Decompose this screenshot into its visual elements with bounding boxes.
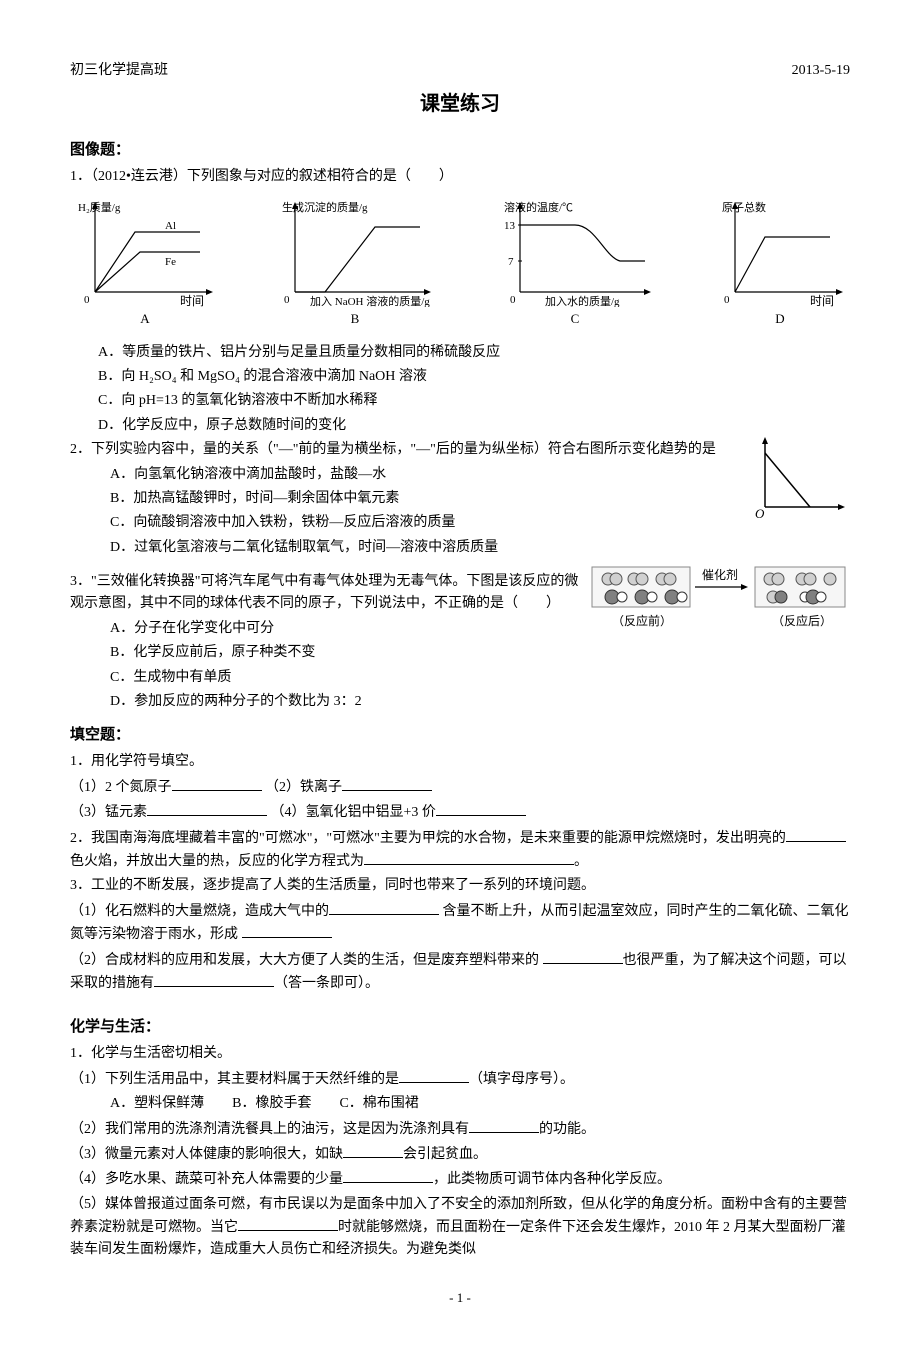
q3-reaction-diagram: （反应前） 催化剂 （反应后）	[590, 563, 850, 641]
chart-D: 原子总数 0 时间 D	[710, 197, 850, 330]
blank	[238, 1216, 338, 1231]
f1-1: （1）2 个氮原子	[70, 780, 172, 795]
f3-2a: （2）合成材料的应用和发展，大大方便了人类的生活，但是废弃塑料带来的	[70, 953, 543, 968]
l1-1: （1）下列生活用品中，其主要材料属于天然纤维的是 （填字母序号）。	[70, 1068, 850, 1091]
header-right: 2013-5-19	[792, 60, 850, 82]
f3-1a: （1）化石燃料的大量燃烧，造成大气中的	[70, 904, 329, 919]
charts-row: H₂质量/g Al Fe 0 时间 A 生成沉淀的质量/g 0 加入 NaOH …	[70, 197, 850, 330]
section-fill-title: 填空题：	[70, 723, 850, 747]
svg-text:原子总数: 原子总数	[722, 200, 766, 214]
svg-text:时间: 时间	[180, 294, 204, 307]
svg-text:时间: 时间	[810, 294, 834, 307]
q1-opt-B: B．向 H₂SO₄ 和 MgSO₄ 的混合溶液中滴加 NaOH 溶液	[70, 366, 850, 388]
q3-opt-C: C．生成物中有单质	[70, 667, 850, 689]
q2-opt-C: C．向硫酸铜溶液中加入铁粉，铁粉—反应后溶液的质量	[70, 512, 850, 534]
section-life-title: 化学与生活：	[70, 1015, 850, 1039]
l1-1-opts: A．塑料保鲜薄 B．橡胶手套 C．棉布围裙	[70, 1093, 850, 1115]
f1-stem: 1．用化学符号填空。	[70, 751, 850, 773]
chart-A: H₂质量/g Al Fe 0 时间 A	[70, 197, 220, 330]
svg-text:H₂质量/g: H₂质量/g	[78, 201, 121, 214]
svg-text:O: O	[755, 506, 765, 520]
f1-2: （2）铁离子	[265, 780, 342, 795]
f2-mid: 色火焰，并放出大量的热，反应的化学方程式为	[70, 854, 364, 869]
f1-4: （4）氢氧化铝中铝显+3 价	[271, 805, 436, 820]
svg-text:生成沉淀的质量/g: 生成沉淀的质量/g	[282, 200, 368, 214]
l1-4a: （4）多吃水果、蔬菜可补充人体需要的少量	[70, 1172, 343, 1187]
l1-3: （3）微量元素对人体健康的影响很大，如缺 会引起贫血。	[70, 1143, 850, 1166]
l1-3a: （3）微量元素对人体健康的影响很大，如缺	[70, 1147, 343, 1162]
svg-text:Fe: Fe	[165, 256, 176, 268]
f2-a: 2．我国南海海底埋藏着丰富的"可燃冰"，"可燃冰"主要为甲烷的水合物，是未来重要…	[70, 831, 786, 846]
section-graph-title: 图像题：	[70, 138, 850, 162]
blank	[343, 1168, 433, 1183]
page-number: - 1 -	[70, 1288, 850, 1309]
f1-3: （3）锰元素	[70, 805, 147, 820]
blank	[329, 900, 439, 915]
f1-line2: （3）锰元素 （4）氢氧化铝中铝显+3 价	[70, 801, 850, 824]
l1-5: （5）媒体曾报道过面条可燃，有市民误以为是面条中加入了不安全的添加剂所致，但从化…	[70, 1194, 850, 1262]
f3-stem: 3．工业的不断发展，逐步提高了人类的生活质量，同时也带来了一系列的环境问题。	[70, 875, 850, 897]
chart-A-letter: A	[70, 309, 220, 330]
blank	[786, 827, 846, 842]
svg-text:（反应前）: （反应前）	[612, 613, 672, 628]
blank	[342, 776, 432, 791]
blank	[399, 1068, 469, 1083]
f3-2c: （答一条即可）。	[274, 976, 379, 991]
chart-B: 生成沉淀的质量/g 0 加入 NaOH 溶液的质量/g B	[270, 197, 440, 330]
q1-opt-C: C．向 pH=13 的氢氧化钠溶液中不断加水稀释	[70, 390, 850, 412]
blank	[154, 972, 274, 987]
q1-opt-A: A．等质量的铁片、铝片分别与足量且质量分数相同的稀硫酸反应	[70, 342, 850, 364]
q2-graph: O	[750, 435, 850, 528]
svg-text:催化剂: 催化剂	[702, 567, 738, 582]
header-left: 初三化学提高班	[70, 60, 168, 82]
blank	[543, 949, 623, 964]
blank	[436, 801, 526, 816]
l1-2b: 的功能。	[539, 1122, 595, 1137]
blank	[364, 850, 574, 865]
q2-opt-B: B．加热高锰酸钾时，时间—剩余固体中氧元素	[70, 488, 850, 510]
svg-text:溶液的温度/℃: 溶液的温度/℃	[504, 200, 573, 214]
svg-text:7: 7	[508, 256, 514, 268]
q2-stem: 2．下列实验内容中，量的关系（"—"前的量为横坐标，"—"后的量为纵坐标）符合右…	[70, 439, 850, 461]
l1-3b: 会引起贫血。	[403, 1147, 487, 1162]
svg-text:0: 0	[724, 294, 730, 306]
f1-line1: （1）2 个氮原子 （2）铁离子	[70, 776, 850, 799]
q1-stem: 1．（2012•连云港）下列图象与对应的叙述相符合的是（ ）	[70, 166, 850, 188]
svg-text:（反应后）: （反应后）	[772, 613, 832, 628]
blank	[469, 1118, 539, 1133]
chart-C: 溶液的温度/℃ 13 7 0 加入水的质量/g C	[490, 197, 660, 330]
f2: 2．我国南海海底埋藏着丰富的"可燃冰"，"可燃冰"主要为甲烷的水合物，是未来重要…	[70, 827, 850, 874]
svg-text:0: 0	[284, 294, 290, 306]
q1-opt-D: D．化学反应中，原子总数随时间的变化	[70, 415, 850, 437]
chart-C-letter: C	[490, 309, 660, 330]
blank	[172, 776, 262, 791]
chart-D-letter: D	[710, 309, 850, 330]
blank	[343, 1143, 403, 1158]
svg-text:Al: Al	[165, 220, 176, 232]
f2-end: 。	[574, 854, 588, 869]
l1-4: （4）多吃水果、蔬菜可补充人体需要的少量 ，此类物质可调节体内各种化学反应。	[70, 1168, 850, 1191]
l1-1a: （1）下列生活用品中，其主要材料属于天然纤维的是	[70, 1072, 399, 1087]
q3-opt-D: D．参加反应的两种分子的个数比为 3：2	[70, 691, 850, 713]
svg-text:13: 13	[504, 220, 516, 232]
l1-stem: 1．化学与生活密切相关。	[70, 1043, 850, 1065]
svg-text:0: 0	[84, 294, 90, 306]
f3-2: （2）合成材料的应用和发展，大大方便了人类的生活，但是废弃塑料带来的 也很严重，…	[70, 949, 850, 996]
blank	[147, 801, 267, 816]
l1-2: （2）我们常用的洗涤剂清洗餐具上的油污，这是因为洗涤剂具有 的功能。	[70, 1118, 850, 1141]
chart-B-letter: B	[270, 309, 440, 330]
q2-opt-D: D．过氧化氢溶液与二氧化锰制取氧气，时间—溶液中溶质质量	[70, 537, 850, 559]
svg-text:0: 0	[510, 294, 516, 306]
l1-1b: （填字母序号）。	[469, 1072, 574, 1087]
q3-opt-B: B．化学反应前后，原子种类不变	[70, 642, 850, 664]
svg-text:加入水的质量/g: 加入水的质量/g	[545, 294, 620, 307]
svg-text:加入 NaOH 溶液的质量/g: 加入 NaOH 溶液的质量/g	[310, 294, 430, 307]
q2-opt-A: A．向氢氧化钠溶液中滴加盐酸时，盐酸—水	[70, 464, 850, 486]
l1-2a: （2）我们常用的洗涤剂清洗餐具上的油污，这是因为洗涤剂具有	[70, 1122, 469, 1137]
l1-4b: ，此类物质可调节体内各种化学反应。	[433, 1172, 671, 1187]
page-title: 课堂练习	[70, 88, 850, 120]
f3-1: （1）化石燃料的大量燃烧，造成大气中的 含量不断上升，从而引起温室效应，同时产生…	[70, 900, 850, 947]
blank	[242, 923, 332, 938]
